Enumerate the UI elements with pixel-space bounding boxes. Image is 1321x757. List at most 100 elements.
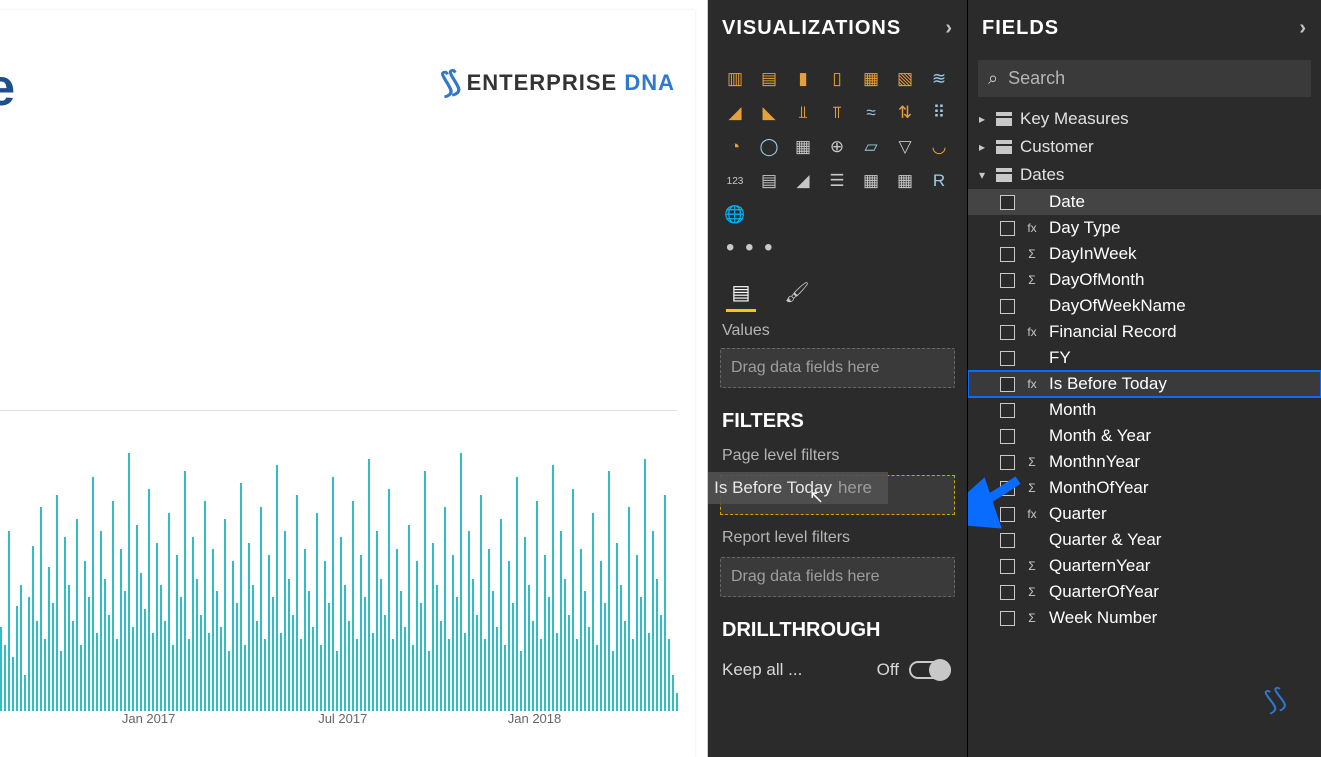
area-icon[interactable]: ◢ <box>720 98 750 128</box>
chart-bar[interactable] <box>500 519 502 711</box>
line-stacked-icon[interactable]: ⫫ <box>788 98 818 128</box>
chart-bar[interactable] <box>648 633 650 711</box>
chart-bar[interactable] <box>72 621 74 711</box>
chart-bar[interactable] <box>308 591 310 711</box>
chart-bar[interactable] <box>616 543 618 711</box>
chart-bar[interactable] <box>528 585 530 711</box>
fields-tab-icon[interactable]: ▤ <box>726 276 756 312</box>
checkbox-icon[interactable] <box>1000 299 1015 314</box>
checkbox-icon[interactable] <box>1000 455 1015 470</box>
field-is-before-today[interactable]: fxIs Before Today <box>968 371 1321 397</box>
checkbox-icon[interactable] <box>1000 559 1015 574</box>
chart-bar[interactable] <box>60 651 62 711</box>
chart-bar[interactable] <box>292 615 294 711</box>
chart-bar[interactable] <box>456 597 458 711</box>
matrix-icon[interactable]: ▦ <box>890 166 920 196</box>
chart-bar[interactable] <box>448 639 450 711</box>
chart-bar[interactable] <box>352 501 354 711</box>
chart-bar[interactable] <box>576 639 578 711</box>
format-tab-icon[interactable]: 🖌 <box>782 276 812 312</box>
waterfall-icon[interactable]: ⇅ <box>890 98 920 128</box>
chart-bar[interactable] <box>560 531 562 711</box>
filled-map-icon[interactable]: ▱ <box>856 132 886 162</box>
chart-bar[interactable] <box>524 537 526 711</box>
chart-bar[interactable] <box>8 531 10 711</box>
chart-bar[interactable] <box>380 579 382 711</box>
arcgis-icon[interactable]: 🌐 <box>720 200 750 230</box>
slicer-icon[interactable]: ☰ <box>822 166 852 196</box>
field-dayofweekname[interactable]: DayOfWeekName <box>968 293 1321 319</box>
checkbox-icon[interactable] <box>1000 377 1015 392</box>
chart-bar[interactable] <box>496 627 498 711</box>
page-filters-drop-well[interactable]: placeholder fx Is Before Today here ↖ <box>720 475 955 515</box>
chart-bar[interactable] <box>28 597 30 711</box>
chart-bar[interactable] <box>360 555 362 711</box>
chart-bar[interactable] <box>664 495 666 711</box>
chart-bar[interactable] <box>140 573 142 711</box>
chart-bar[interactable] <box>376 531 378 711</box>
chart-bar[interactable] <box>300 639 302 711</box>
chart-bar[interactable] <box>432 543 434 711</box>
chart-bar[interactable] <box>676 693 678 711</box>
chart-bar[interactable] <box>4 645 6 711</box>
100stacked-col-icon[interactable]: ▧ <box>890 64 920 94</box>
chart-bar[interactable] <box>644 459 646 711</box>
field-financial-record[interactable]: fxFinancial Record <box>968 319 1321 345</box>
chart-bar[interactable] <box>164 621 166 711</box>
chart-bar[interactable] <box>148 489 150 711</box>
chart-bar[interactable] <box>36 621 38 711</box>
chart-bar[interactable] <box>92 477 94 711</box>
chart-bar[interactable] <box>516 477 518 711</box>
chart-bar[interactable] <box>124 591 126 711</box>
chart-bar[interactable] <box>412 645 414 711</box>
chart-bar[interactable] <box>624 621 626 711</box>
checkbox-icon[interactable] <box>1000 533 1015 548</box>
chart-bar[interactable] <box>64 537 66 711</box>
checkbox-icon[interactable] <box>1000 507 1015 522</box>
table-icon[interactable]: ▦ <box>856 166 886 196</box>
chart-bar[interactable] <box>364 597 366 711</box>
chart-bar[interactable] <box>640 597 642 711</box>
100stacked-bar-icon[interactable]: ▦ <box>856 64 886 94</box>
chart-bar[interactable] <box>476 615 478 711</box>
chart-bar[interactable] <box>228 651 230 711</box>
chart-bar[interactable] <box>548 597 550 711</box>
chart-bar[interactable] <box>168 513 170 711</box>
chart-bar[interactable] <box>144 609 146 711</box>
chart-bar[interactable] <box>420 603 422 711</box>
field-day-type[interactable]: fxDay Type <box>968 215 1321 241</box>
chart-bar[interactable] <box>104 579 106 711</box>
chart-bar[interactable] <box>252 585 254 711</box>
chart-bar[interactable] <box>372 633 374 711</box>
chart-bar[interactable] <box>48 567 50 711</box>
chart-bar[interactable] <box>320 645 322 711</box>
chart-bar[interactable] <box>596 645 598 711</box>
multi-card-icon[interactable]: ▤ <box>754 166 784 196</box>
chart-bar[interactable] <box>256 621 258 711</box>
checkbox-icon[interactable] <box>1000 247 1015 262</box>
chart-bar[interactable] <box>76 519 78 711</box>
chart-bar[interactable] <box>160 585 162 711</box>
chart-bar[interactable] <box>436 585 438 711</box>
chart-bar[interactable] <box>588 627 590 711</box>
chart-bar[interactable] <box>128 453 130 711</box>
checkbox-icon[interactable] <box>1000 273 1015 288</box>
checkbox-icon[interactable] <box>1000 481 1015 496</box>
chart-bar[interactable] <box>188 639 190 711</box>
chart-bar[interactable] <box>416 561 418 711</box>
chart-bar[interactable] <box>96 633 98 711</box>
fields-search[interactable]: ⌕ Search <box>978 60 1311 97</box>
chart-bar[interactable] <box>340 537 342 711</box>
report-filters-drop-well[interactable]: Drag data fields here <box>720 557 955 597</box>
chart-bar[interactable] <box>600 561 602 711</box>
chart-bar[interactable] <box>408 525 410 711</box>
chart-bar[interactable] <box>472 579 474 711</box>
chart-bar[interactable] <box>460 453 462 711</box>
line-clustered-icon[interactable]: ⫪ <box>822 98 852 128</box>
field-dayinweek[interactable]: ΣDayInWeek <box>968 241 1321 267</box>
chart-bar[interactable] <box>636 555 638 711</box>
table-dates[interactable]: ▾Dates <box>968 161 1321 189</box>
kpi-icon[interactable]: ◢ <box>788 166 818 196</box>
chart-bar[interactable] <box>240 483 242 711</box>
chart-bar[interactable] <box>132 627 134 711</box>
